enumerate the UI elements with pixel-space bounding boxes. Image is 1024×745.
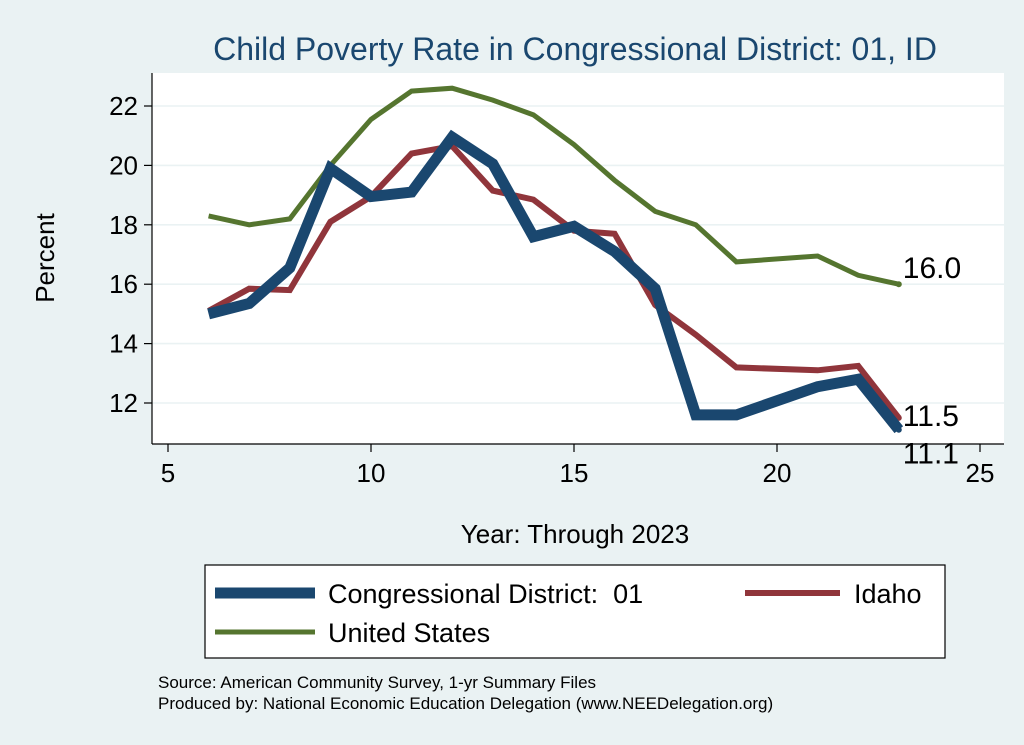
end-label-11.1: 11.1 — [903, 438, 959, 471]
chart-title: Child Poverty Rate in Congressional Dist… — [213, 31, 937, 67]
y-tick-label-16: 16 — [109, 269, 138, 299]
series-line-district-end-point — [895, 426, 902, 433]
x-tick-label-5: 5 — [161, 458, 175, 488]
legend-label-idaho: Idaho — [854, 579, 922, 609]
y-tick-label-20: 20 — [109, 150, 138, 180]
gridlines — [152, 105, 1004, 404]
source-note: Source: American Community Survey, 1-yr … — [158, 673, 596, 692]
end-label-16.0: 16.0 — [903, 252, 961, 285]
x-axis-title: Year: Through 2023 — [461, 519, 689, 549]
producer-note: Produced by: National Economic Education… — [158, 694, 773, 713]
y-tick-label-12: 12 — [109, 388, 138, 418]
series-lines — [207, 85, 904, 434]
end-labels: 16.0 11.5 11.1 — [903, 252, 961, 471]
series-line-idaho — [207, 142, 902, 420]
series-line-us-end-point — [895, 281, 902, 288]
y-tick-label-18: 18 — [109, 210, 138, 240]
x-tick-label-20: 20 — [763, 458, 792, 488]
y-tick-label-14: 14 — [109, 329, 138, 359]
legend-box — [204, 564, 946, 659]
x-tick-label-25: 25 — [966, 458, 995, 488]
series-line-district — [207, 129, 904, 434]
y-axis-ticks: 12 14 16 18 20 22 — [109, 91, 152, 418]
y-tick-label-22: 22 — [109, 91, 138, 121]
x-tick-label-10: 10 — [357, 458, 386, 488]
legend-label-district: Congressional District: 01 — [328, 579, 643, 609]
y-axis-title: Percent — [30, 212, 60, 302]
end-label-11.5: 11.5 — [903, 400, 959, 433]
legend-label-us: United States — [328, 618, 490, 648]
x-axis-ticks: 5 10 15 20 25 — [161, 444, 995, 488]
series-line-us — [208, 85, 900, 287]
legend: Congressional District: 01 Idaho United … — [204, 564, 946, 659]
x-tick-label-15: 15 — [560, 458, 589, 488]
